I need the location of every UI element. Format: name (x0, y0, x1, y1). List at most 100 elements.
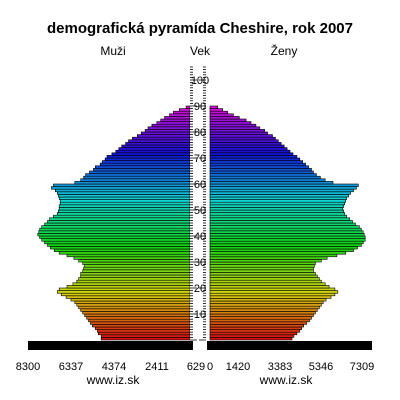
women-bar-age-16 (209, 295, 332, 299)
women-bar-age-36 (209, 243, 362, 247)
women-bar-age-19 (209, 287, 336, 291)
men-bar-age-47 (53, 214, 191, 219)
men-bar-age-3 (97, 329, 191, 333)
age-tick-label: 70 (194, 153, 206, 165)
men-bar-age-37 (44, 240, 191, 245)
men-bar-age-43 (41, 225, 191, 229)
men-base-bar (28, 341, 193, 350)
men-bar-age-22 (76, 279, 191, 284)
footer-right: www.iz.sk (259, 373, 314, 387)
women-bar-age-29 (209, 261, 316, 265)
age-axis-strip (190, 58, 206, 342)
women-bar-age-51 (209, 204, 344, 208)
men-bar-age-82 (151, 123, 191, 128)
men-bar-age-45 (47, 220, 191, 224)
age-axis-label: Vek (190, 44, 211, 58)
men-bar-age-36 (47, 243, 191, 247)
women-bar-age-72 (209, 149, 291, 154)
men-bar-age-24 (80, 274, 191, 278)
women-bar-age-18 (209, 290, 339, 294)
women-bar-age-76 (209, 139, 279, 143)
men-bar-age-75 (125, 142, 191, 146)
women-bar-age-83 (209, 121, 252, 125)
men-bar-age-69 (104, 157, 191, 161)
men-bar-age-84 (160, 118, 191, 122)
women-bar-age-25 (209, 272, 316, 276)
women-label: Ženy (271, 43, 298, 58)
men-bar-age-61 (80, 178, 191, 182)
women-bar-age-45 (209, 220, 353, 224)
women-bar-age-30 (209, 259, 322, 263)
men-bar-age-4 (95, 326, 191, 330)
women-bar-age-26 (209, 269, 314, 273)
men-bar-age-44 (44, 222, 191, 226)
men-bar-age-19 (58, 287, 191, 291)
women-bar-age-78 (209, 134, 273, 138)
age-tick-label: 60 (194, 179, 206, 191)
men-bar-age-34 (53, 248, 191, 252)
men-bar-age-77 (132, 136, 191, 141)
men-bar-age-76 (128, 139, 191, 143)
age-tick-label: 10 (194, 309, 206, 321)
chart-title: demografická pyramída Cheshire, rok 2007 (47, 20, 353, 37)
age-tick-label: 50 (194, 205, 206, 217)
men-bar-age-8 (86, 316, 191, 320)
men-bar-age-46 (49, 217, 191, 221)
women-bar-age-12 (209, 305, 320, 310)
men-bar-age-86 (169, 113, 191, 117)
men-bar-age-74 (121, 144, 191, 148)
men-bar-age-63 (85, 173, 191, 177)
men-bar-age-59 (53, 183, 191, 187)
women-bar-age-82 (209, 123, 257, 128)
women-bar-age-46 (209, 217, 350, 221)
men-bar-age-41 (38, 230, 191, 234)
men-bar-age-15 (70, 298, 191, 302)
men-bar-age-42 (39, 227, 191, 232)
women-bar-age-66 (209, 165, 309, 169)
men-bar-age-12 (78, 305, 191, 310)
men-bar-age-79 (140, 131, 191, 135)
men-x-tick-label: 6337 (59, 361, 83, 373)
men-bar-age-7 (88, 318, 191, 323)
women-bar-age-49 (209, 209, 344, 213)
men-bar-age-27 (83, 266, 191, 271)
men-bar-age-50 (58, 207, 191, 211)
women-bar-age-0 (209, 337, 293, 341)
women-bar-age-64 (209, 170, 314, 174)
women-bar-age-50 (209, 207, 343, 211)
women-bar-age-69 (209, 157, 301, 161)
women-bar-age-8 (209, 316, 312, 320)
men-bar-age-11 (80, 308, 191, 312)
men-bar-age-49 (57, 209, 191, 213)
men-bar-age-40 (37, 233, 191, 237)
women-bar-age-67 (209, 162, 306, 167)
men-bar-age-30 (78, 259, 191, 263)
women-bar-age-40 (209, 233, 365, 237)
men-bar-age-2 (98, 331, 191, 336)
women-bar-age-37 (209, 240, 364, 245)
men-bar-age-16 (65, 295, 191, 299)
women-bar-age-6 (209, 321, 307, 325)
women-bar-age-42 (209, 227, 362, 232)
women-bar-age-43 (209, 225, 360, 229)
women-bar-age-10 (209, 311, 316, 315)
men-bar-age-9 (84, 313, 191, 317)
women-bar-age-3 (209, 329, 301, 333)
women-bar-age-60 (209, 181, 334, 185)
women-bar-age-55 (209, 194, 349, 198)
women-bar-age-84 (209, 118, 247, 122)
men-x-tick-label: 2411 (145, 361, 169, 373)
women-bar-age-77 (209, 136, 276, 141)
women-bar-age-2 (209, 331, 298, 336)
women-bar-age-56 (209, 191, 351, 195)
women-bar-age-4 (209, 326, 302, 330)
women-bar-age-21 (209, 282, 326, 286)
women-bar-age-52 (209, 201, 345, 206)
men-bar-age-67 (99, 162, 191, 167)
men-bar-age-28 (84, 264, 191, 268)
men-bar-age-65 (93, 168, 191, 172)
women-bar-age-14 (209, 300, 324, 304)
men-x-tick-label: 629 (187, 361, 205, 373)
women-bar-age-7 (209, 318, 310, 323)
